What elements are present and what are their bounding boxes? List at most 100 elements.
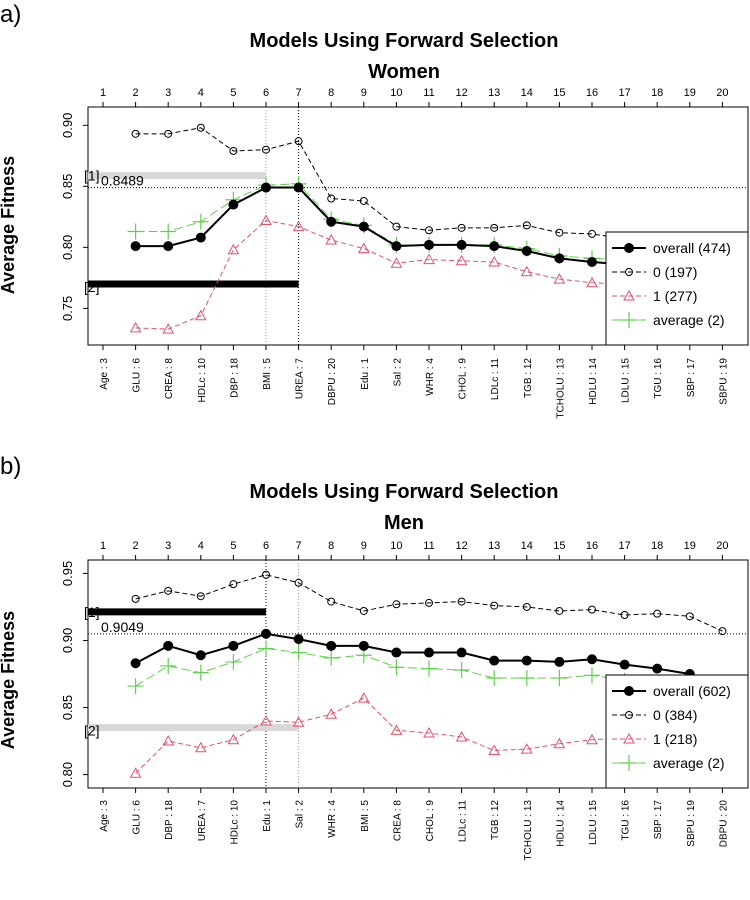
data-point [323,649,340,666]
data-point [584,667,600,684]
data-point [620,610,629,619]
top-tick-label: 8 [328,540,334,552]
x-variable-label: TGU : 16 [653,358,664,399]
data-point [554,253,565,264]
chart-title: Models Using Forward Selection [250,481,559,503]
series-line [135,574,723,632]
top-tick-label: 9 [361,540,367,552]
data-point [424,647,434,658]
data-point [228,640,239,651]
data-point [127,678,144,695]
data-point [555,228,564,237]
x-variable-label: LDLc : 11 [458,800,469,842]
panel-label: a) [0,1,21,28]
legend-marker [625,711,633,719]
y-tick-label: 0.85 [60,695,75,720]
data-point [160,223,177,240]
data-point [326,216,337,227]
x-variable-label: HDLU : 14 [588,358,599,405]
x-variable-label: LDLU : 15 [621,358,632,403]
y-tick-label: 0.95 [60,561,75,586]
series-line [135,127,723,251]
data-point [522,221,531,230]
top-tick-label: 10 [390,540,402,552]
data-point [130,658,141,669]
data-point [392,222,401,231]
legend-entry: 0 (197) [653,264,697,280]
data-point [653,609,662,618]
top-tick-label: 20 [716,540,728,552]
data-point [522,602,531,611]
data-point [490,601,499,610]
annotation-1-label: [1] [84,168,100,184]
y-tick-label: 0.90 [60,113,75,138]
top-tick-label: 14 [521,87,533,99]
top-tick-label: 8 [328,87,334,99]
data-point [391,647,402,658]
data-point [293,634,304,645]
x-variable-label: DBPU : 20 [327,358,338,406]
legend-marker [621,312,637,328]
legend: overall (474) 0 (197) 1 (277) average (2) [605,231,749,346]
top-tick-label: 6 [263,87,269,99]
data-point [455,254,468,266]
x-variable-label: BMI : 5 [262,358,273,390]
x-variable-label: Sal : 2 [295,800,306,829]
data-point [261,628,271,639]
x-variable-label: Edu : 1 [360,358,371,390]
data-point [425,598,433,607]
y-tick-label: 0.80 [60,762,75,787]
data-point [260,214,272,226]
data-point [227,733,240,745]
top-tick-label: 12 [455,87,467,99]
data-point [390,257,403,268]
legend-marker [621,755,637,771]
series-0 [131,570,727,636]
legend-entry: 0 (384) [653,707,697,723]
x-variable-label: Age : 3 [99,358,110,390]
legend-box [605,674,749,789]
legend-entry: average (2) [653,755,725,771]
data-point [685,612,694,621]
data-point [456,647,467,658]
data-point [164,586,173,595]
legend-marker [623,289,635,301]
x-variable-label: CHOL : 9 [458,358,469,400]
data-point [357,692,370,703]
data-point [520,265,533,277]
data-point [260,714,272,726]
data-point [554,656,565,667]
data-point [225,653,242,670]
annotation-1-value: 0.8489 [101,173,144,189]
x-variable-label: UREA : 7 [295,358,306,400]
top-tick-label: 4 [198,540,204,552]
data-point [553,737,566,749]
data-point [164,129,173,138]
data-point [423,726,435,738]
x-variable-label: Edu : 1 [262,800,273,832]
x-variable-label: TCHOLU : 13 [555,358,566,419]
data-point [490,223,499,232]
panel-label: b) [0,453,21,480]
data-point [457,597,466,606]
top-tick-label: 13 [488,87,500,99]
data-point [162,323,175,334]
data-point [192,664,209,681]
x-variable-label: DBP : 18 [229,358,240,398]
data-point [293,182,304,193]
data-point [652,663,663,674]
data-point [586,276,598,288]
data-point [131,129,140,138]
top-tick-label: 20 [716,87,728,99]
data-point [358,221,369,232]
data-point [358,640,369,651]
data-point [227,243,240,255]
data-point [718,627,727,636]
annotation-1-value: 0.9049 [101,619,144,635]
top-tick-label: 3 [165,540,171,552]
x-variable-label: DBPU : 20 [718,800,729,848]
legend-marker [624,686,634,696]
top-tick-label: 1 [100,87,106,99]
x-variable-label: DBP : 18 [164,800,175,840]
